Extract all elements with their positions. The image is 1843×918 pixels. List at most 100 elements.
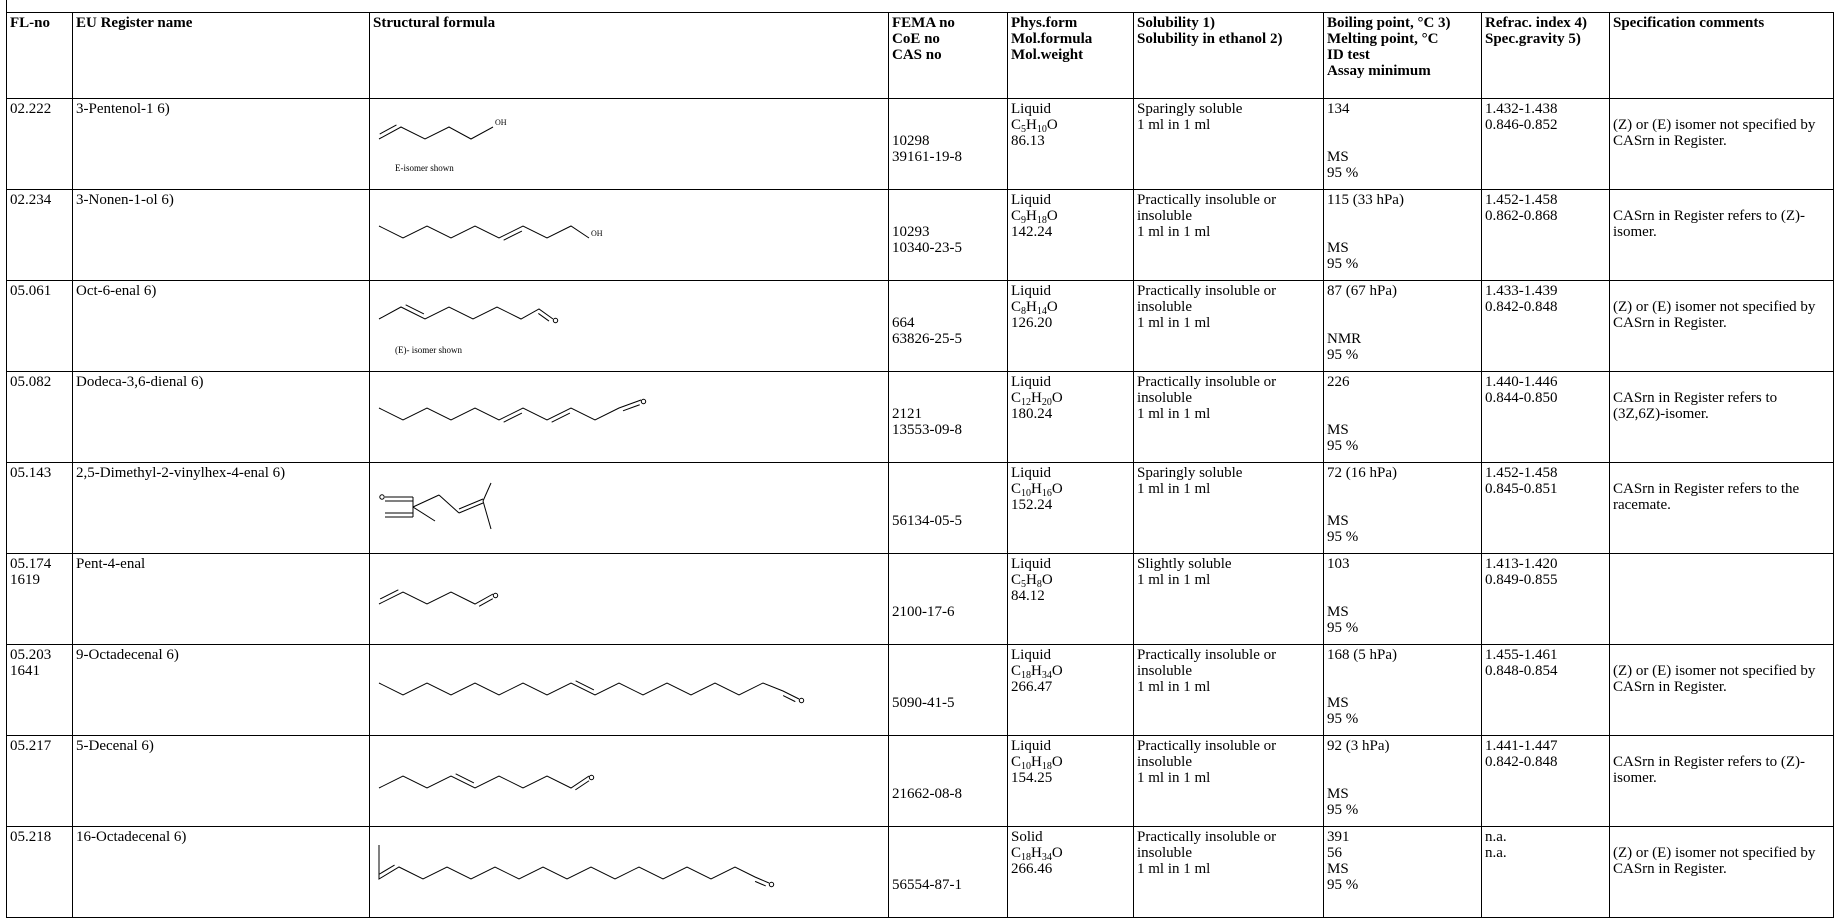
solubility: Practically insoluble or insoluble [1137,647,1276,679]
structure-cell [370,463,889,554]
fema-no: 10293 [892,224,930,240]
formula-element: H [1031,845,1042,861]
phys-form: Liquid [1011,283,1051,299]
formula-element: H [1031,663,1042,679]
mol-formula: C10H16O [1011,481,1063,497]
table-row: 02.234 3-Nonen-1-ol 6) OH 10293 10340-23-5 Li… [7,190,1834,281]
register-name: Pent-4-enal [76,556,145,572]
name-cell: 3-Pentenol-1 6) [73,99,370,190]
id-test: MS [1327,240,1349,256]
boiling-cell: 87 (67 hPa) NMR 95 % [1324,281,1482,372]
specific-gravity: 0.842-0.848 [1485,299,1558,315]
phys-cell: Liquid C10H18O 154.25 [1008,736,1134,827]
solubility: Practically insoluble or insoluble [1137,374,1276,406]
solubility: Practically insoluble or insoluble [1137,192,1276,224]
refractive-index: 1.413-1.420 [1485,556,1558,572]
structure-drawing [375,837,825,901]
fl-no: 02.234 [10,192,51,208]
structure-cell: OH [370,190,889,281]
structure-drawing: OH [375,200,645,264]
comment-cell [1610,554,1834,645]
id-test: MS [1327,861,1349,877]
name-cell: 9-Octadecenal 6) [73,645,370,736]
solubility: Practically insoluble or insoluble [1137,829,1276,861]
table-row: 05.143 2,5-Dimethyl-2-vinylhex-4-enal 6) 5… [7,463,1834,554]
id-test: MS [1327,604,1349,620]
structure-drawing: OHE-isomer shown [375,109,545,173]
solubility: Sparingly soluble [1137,101,1242,117]
phys-form: Liquid [1011,374,1051,390]
fl-no: 05.082 [10,374,51,390]
structure-drawing: (E)- isomer shown [375,291,605,355]
header-row: FL-no EU Register name Structural formul… [7,13,1834,99]
assay-minimum: 95 % [1327,529,1358,545]
structure-drawing [373,473,553,537]
assay-minimum: 95 % [1327,877,1358,893]
ethanol-solubility: 1 ml in 1 ml [1137,117,1210,133]
refrac-cell: 1.413-1.420 0.849-0.855 [1482,554,1610,645]
formula-element: O [1052,845,1063,861]
comment-cell: (Z) or (E) isomer not specified by CASrn… [1610,827,1834,918]
formula-element: H [1031,754,1042,770]
formula-element: O [1047,208,1058,224]
ethanol-solubility: 1 ml in 1 ml [1137,572,1210,588]
assay-minimum: 95 % [1327,165,1358,181]
formula-element: O [1052,663,1063,679]
ethanol-solubility: 1 ml in 1 ml [1137,315,1210,331]
mol-weight: 152.24 [1011,497,1052,513]
melting-point: 56 [1327,845,1342,861]
specific-gravity: 0.849-0.855 [1485,572,1558,588]
mol-formula: C8H14O [1011,299,1058,315]
fl-no: 05.217 [10,738,51,754]
formula-element: O [1052,754,1063,770]
fl-no: 02.222 [10,101,51,117]
ethanol-solubility: 1 ml in 1 ml [1137,770,1210,786]
boiling-point: 134 [1327,101,1350,117]
solubility: Practically insoluble or insoluble [1137,738,1276,770]
refractive-index: 1.432-1.438 [1485,101,1558,117]
refractive-index: 1.441-1.447 [1485,738,1558,754]
structure-cell [370,372,889,463]
phys-cell: Liquid C10H16O 152.24 [1008,463,1134,554]
header-name: EU Register name [73,13,370,99]
refractive-index: 1.452-1.458 [1485,192,1558,208]
solubility-cell: Slightly soluble 1 ml in 1 ml [1134,554,1324,645]
solubility-cell: Practically insoluble or insoluble 1 ml i… [1134,645,1324,736]
header-structure: Structural formula [370,13,889,99]
boiling-point: 391 [1327,829,1350,845]
register-name: Dodeca-3,6-dienal 6) [76,374,203,390]
formula-element: H [1026,299,1037,315]
specific-gravity: 0.845-0.851 [1485,481,1558,497]
register-name: 2,5-Dimethyl-2-vinylhex-4-enal 6) [76,465,285,481]
coe-no: 1641 [10,663,40,679]
solubility-cell: Practically insoluble or insoluble 1 ml i… [1134,190,1324,281]
fema-no: 664 [892,315,915,331]
mol-formula: C10H18O [1011,754,1063,770]
refrac-cell: 1.441-1.447 0.842-0.848 [1482,736,1610,827]
structure-drawing [375,655,855,719]
table-row: 05.061 Oct-6-enal 6) (E)- isomer shown 664 6… [7,281,1834,372]
table-row: 05.217 5-Decenal 6) 21662-08-8 Liquid C10H18… [7,736,1834,827]
register-name: 16-Octadecenal 6) [76,829,186,845]
header-spec: Specification comments [1610,13,1834,99]
fema-cell: 10298 39161-19-8 [889,99,1008,190]
specific-gravity: 0.842-0.848 [1485,754,1558,770]
mol-weight: 266.47 [1011,679,1052,695]
ethanol-solubility: 1 ml in 1 ml [1137,679,1210,695]
fl-no-cell: 05.143 [7,463,73,554]
formula-element: O [1052,390,1063,406]
phys-form: Liquid [1011,556,1051,572]
fl-no: 05.061 [10,283,51,299]
name-cell: 5-Decenal 6) [73,736,370,827]
comment-cell: (Z) or (E) isomer not specified by CASrn… [1610,281,1834,372]
formula-element: C [1011,208,1021,224]
cas-no: 2100-17-6 [892,604,955,620]
refrac-cell: n.a. n.a. [1482,827,1610,918]
boiling-cell: 92 (3 hPa) MS 95 % [1324,736,1482,827]
specification-comment: CASrn in Register refers to (Z)-isomer. [1613,754,1805,786]
mol-weight: 180.24 [1011,406,1052,422]
phys-cell: Liquid C12H20O 180.24 [1008,372,1134,463]
header-phys: Phys.form Mol.formula Mol.weight [1008,13,1134,99]
isomer-caption: (E)- isomer shown [395,345,462,355]
fema-cell: 2100-17-6 [889,554,1008,645]
